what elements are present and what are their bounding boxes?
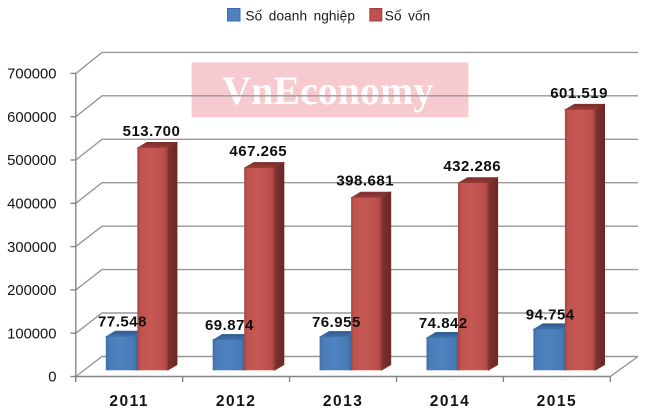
svg-text:601.519: 601.519 — [550, 85, 608, 102]
svg-text:2013: 2013 — [323, 393, 363, 410]
svg-text:Số doanh nghiệp: Số doanh nghiệp — [246, 9, 356, 24]
svg-text:VnEconomy: VnEconomy — [222, 68, 433, 113]
svg-text:74.842: 74.842 — [419, 315, 468, 332]
svg-text:432.286: 432.286 — [443, 158, 501, 175]
svg-text:300000: 300000 — [7, 240, 56, 256]
svg-text:2011: 2011 — [109, 393, 149, 410]
svg-text:77.548: 77.548 — [98, 314, 147, 331]
svg-text:0: 0 — [48, 370, 56, 386]
svg-text:2015: 2015 — [537, 393, 577, 410]
svg-text:100000: 100000 — [7, 326, 56, 342]
svg-text:76.955: 76.955 — [312, 314, 361, 331]
svg-text:467.265: 467.265 — [229, 143, 287, 160]
svg-text:400000: 400000 — [7, 197, 56, 213]
svg-text:700000: 700000 — [7, 67, 56, 83]
svg-text:513.700: 513.700 — [123, 123, 181, 140]
svg-text:2014: 2014 — [430, 393, 470, 410]
svg-text:500000: 500000 — [7, 153, 56, 169]
svg-text:69.874: 69.874 — [205, 317, 254, 334]
svg-text:200000: 200000 — [7, 283, 56, 299]
svg-text:600000: 600000 — [7, 110, 56, 126]
svg-text:398.681: 398.681 — [336, 173, 394, 190]
svg-text:2012: 2012 — [216, 393, 256, 410]
svg-text:Số vốn: Số vốn — [385, 9, 431, 24]
svg-text:94.754: 94.754 — [526, 306, 575, 323]
